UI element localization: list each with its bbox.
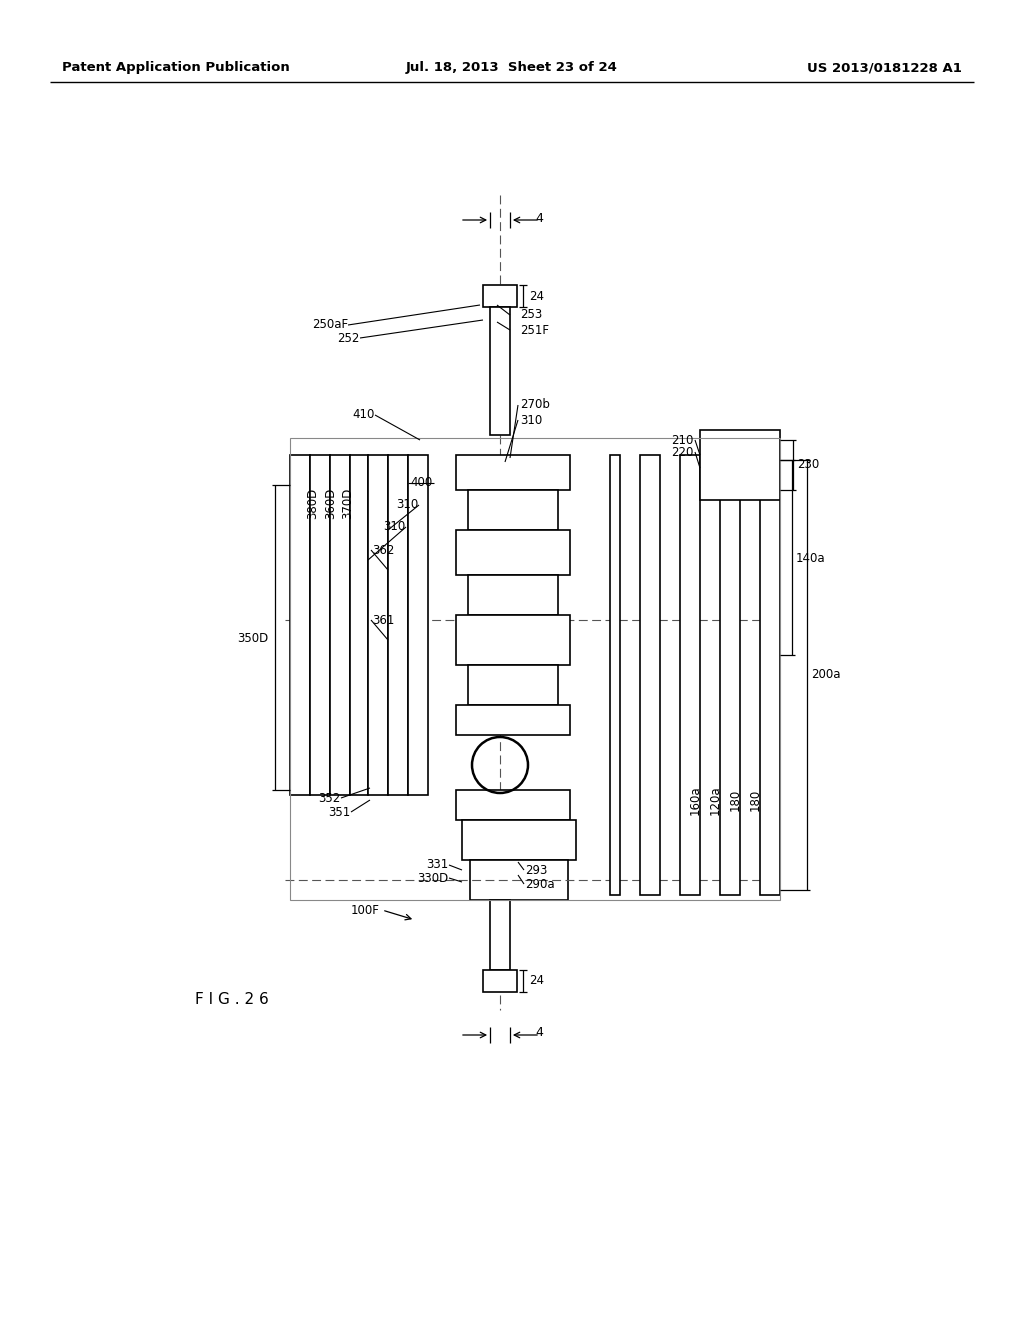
Text: 351: 351	[328, 805, 350, 818]
Text: 310: 310	[395, 499, 418, 511]
Bar	[700, 430, 780, 500]
Text: 220: 220	[671, 446, 693, 458]
Text: 4: 4	[535, 1027, 543, 1040]
Text: 24: 24	[529, 974, 544, 987]
Text: Jul. 18, 2013  Sheet 23 of 24: Jul. 18, 2013 Sheet 23 of 24	[407, 62, 617, 74]
Bar	[388, 455, 408, 795]
Bar	[310, 455, 330, 795]
Bar	[468, 576, 558, 615]
Text: 251F: 251F	[520, 323, 549, 337]
Text: 250aF: 250aF	[312, 318, 348, 331]
Text: 290a: 290a	[525, 878, 555, 891]
Bar	[462, 820, 575, 861]
Text: 24: 24	[529, 289, 544, 302]
Bar	[456, 455, 570, 490]
Text: 293: 293	[525, 863, 548, 876]
Bar	[468, 490, 558, 531]
Bar	[483, 285, 517, 308]
Bar	[760, 455, 780, 895]
Text: 362: 362	[372, 544, 394, 557]
Bar	[610, 455, 620, 895]
Text: 4: 4	[535, 211, 543, 224]
Text: 400: 400	[411, 477, 433, 490]
Text: 361: 361	[372, 614, 394, 627]
Text: 410: 410	[352, 408, 375, 421]
Text: F I G . 2 6: F I G . 2 6	[195, 993, 268, 1007]
Text: 252: 252	[338, 331, 360, 345]
Bar	[456, 789, 570, 820]
Bar	[490, 900, 510, 970]
Bar	[483, 970, 517, 993]
Text: 330D: 330D	[417, 871, 449, 884]
Bar	[680, 455, 700, 895]
Text: 310: 310	[520, 413, 543, 426]
Text: 180: 180	[729, 789, 742, 810]
Bar	[456, 531, 570, 576]
Text: 350D: 350D	[237, 631, 268, 644]
Bar	[290, 438, 780, 900]
Bar	[490, 308, 510, 436]
Bar	[368, 455, 388, 795]
Bar	[720, 455, 740, 895]
Text: 200a: 200a	[811, 668, 841, 681]
Bar	[470, 861, 568, 900]
Text: 210: 210	[671, 433, 693, 446]
Text: 370D: 370D	[341, 488, 354, 519]
Bar	[456, 615, 570, 665]
Text: 380D: 380D	[306, 488, 319, 519]
Bar	[330, 455, 350, 795]
Text: 310: 310	[383, 520, 406, 533]
Text: 360D: 360D	[324, 488, 337, 519]
Text: US 2013/0181228 A1: US 2013/0181228 A1	[807, 62, 962, 74]
Text: Patent Application Publication: Patent Application Publication	[62, 62, 290, 74]
Bar	[456, 705, 570, 735]
Bar	[468, 665, 558, 705]
Text: 140a: 140a	[796, 552, 825, 565]
Text: 230: 230	[797, 458, 819, 471]
Bar	[408, 455, 428, 795]
Text: 180: 180	[749, 789, 762, 810]
Bar	[350, 455, 368, 795]
Text: 352: 352	[317, 792, 340, 804]
Text: 100F: 100F	[351, 903, 380, 916]
Text: 120a: 120a	[709, 785, 722, 814]
Bar	[640, 455, 660, 895]
Text: 253: 253	[520, 309, 543, 322]
Text: 331: 331	[426, 858, 449, 871]
Text: 270b: 270b	[520, 399, 550, 412]
Bar	[290, 455, 310, 795]
Text: 160a: 160a	[689, 785, 702, 814]
